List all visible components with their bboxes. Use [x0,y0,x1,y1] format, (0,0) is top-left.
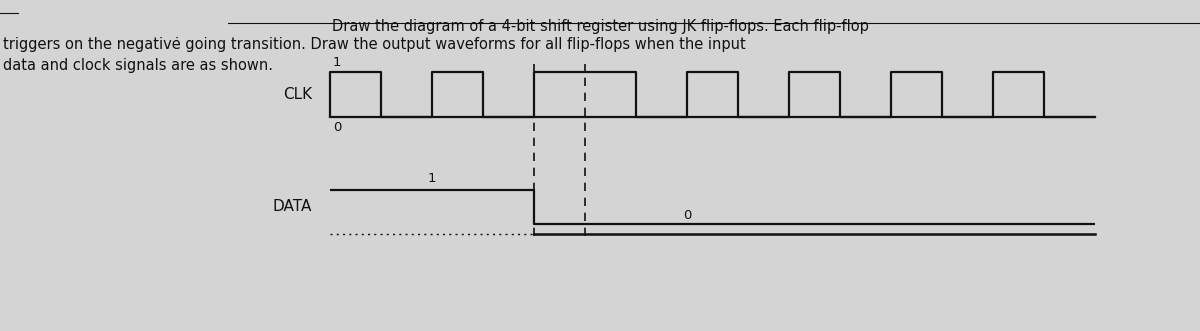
Text: 0: 0 [334,121,341,134]
Text: triggers on the negativė going transition. Draw the output waveforms for all fl: triggers on the negativė going transiti… [2,37,745,52]
Text: CLK: CLK [283,87,312,102]
Text: 1: 1 [427,172,437,185]
Text: DATA: DATA [272,199,312,214]
Text: 1: 1 [334,56,342,69]
Text: Draw the diagram of a 4-bit shift register using JK flip-flops. Each flip-flop: Draw the diagram of a 4-bit shift regist… [331,19,869,34]
Text: data and clock signals are as shown.: data and clock signals are as shown. [2,58,274,73]
Text: 0: 0 [683,209,691,221]
